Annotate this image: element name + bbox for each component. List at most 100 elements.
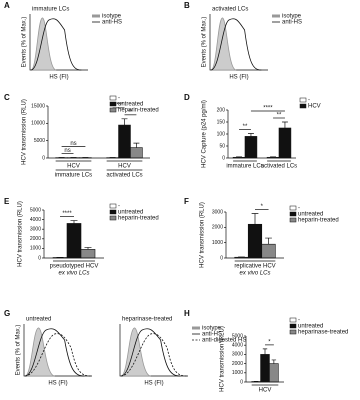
histogram-title: activated LCs <box>212 7 248 13</box>
bar <box>247 223 263 259</box>
legend-label: anti-HS <box>202 332 222 338</box>
x-axis-label: HS (FI) <box>144 381 163 387</box>
bar <box>118 124 131 159</box>
axis <box>209 14 268 71</box>
y-tick-label: 2000 <box>232 361 243 367</box>
group-label: HCV <box>118 164 131 170</box>
legend-swatch <box>109 101 117 107</box>
histogram-title: immature LCs <box>32 7 69 13</box>
bar <box>80 249 96 259</box>
bar <box>278 127 292 159</box>
y-tick-label: 10000 <box>31 121 45 127</box>
y-tick-label: 2000 <box>30 236 41 242</box>
histogram-title: untreated <box>26 317 51 323</box>
error-bar <box>133 142 140 148</box>
x-axis-label: HS (FI) <box>48 381 67 387</box>
y-tick-label: 3000 <box>232 352 243 358</box>
significance-label: ** <box>243 124 248 130</box>
legend-swatch <box>109 95 117 101</box>
y-tick-label: 2000 <box>212 225 223 231</box>
y-tick-label: 0 <box>38 255 41 261</box>
legend-label: heparin-treated <box>118 108 159 114</box>
error-bar <box>281 121 288 128</box>
x-axis-label: HS (FI) <box>49 75 68 81</box>
error-bar <box>265 237 272 245</box>
panel-letter: F <box>184 197 189 206</box>
y-tick-label: 0 <box>240 379 243 385</box>
y-tick-label: 4000 <box>30 217 41 223</box>
flow-curve <box>210 17 237 71</box>
legend-label: anti-HS <box>282 20 302 26</box>
legend-label: anti-HS <box>102 20 122 26</box>
y-axis-label: HCV Capture (p24 pg/ml) <box>202 100 208 168</box>
error-bar <box>70 220 78 224</box>
significance-label: ** <box>277 113 282 119</box>
y-tick-label: 0 <box>42 155 45 161</box>
legend-label: isotype <box>102 14 122 20</box>
y-axis-label: HCV transmission (RLU) <box>18 201 24 267</box>
legend-label: - <box>298 318 300 324</box>
flow-curve <box>30 18 82 71</box>
x-axis-label: ex vivo LCs <box>239 271 270 277</box>
significance-label: * <box>268 339 271 345</box>
group-label: HCV <box>67 164 80 170</box>
bar <box>269 363 279 383</box>
legend-swatch <box>109 215 117 221</box>
bar <box>260 354 270 383</box>
y-tick-label: 50 <box>219 143 225 149</box>
y-axis-label: Events (% of Max.) <box>16 325 22 376</box>
legend-swatch <box>289 217 297 223</box>
x-tick-label: activated LCs <box>261 164 297 170</box>
y-tick-label: 4000 <box>232 343 243 349</box>
x-axis-label: HS (FI) <box>229 75 248 81</box>
axis <box>29 14 88 71</box>
legend-label: heparin-treated <box>118 216 159 222</box>
y-tick-label: 15000 <box>31 103 45 109</box>
legend-label: - <box>298 206 300 212</box>
legend-label: - <box>308 98 310 104</box>
y-tick-label: 150 <box>217 119 226 125</box>
histogram-title: heparinase-treated <box>122 317 172 323</box>
flow-curve <box>30 17 57 71</box>
legend-label: untreated <box>118 210 143 216</box>
y-tick-label: 1000 <box>232 370 243 376</box>
flow-curve <box>120 327 151 377</box>
legend-label: - <box>118 204 120 210</box>
legend-label: - <box>118 96 120 102</box>
legend-label: untreated <box>118 102 143 108</box>
legend-label: untreated <box>298 212 323 218</box>
x-tick-label: activated LCs <box>106 173 142 179</box>
bar <box>130 147 143 159</box>
legend-label: HCV <box>308 104 321 110</box>
bar <box>66 223 82 259</box>
y-axis-label: HCV transmission (RLU) <box>200 202 206 268</box>
legend-label: heparinase-treated <box>298 330 348 336</box>
y-tick-label: 3000 <box>212 209 223 215</box>
panel-letter: D <box>184 93 190 102</box>
legend-swatch <box>289 329 297 335</box>
y-tick-label: 1000 <box>30 246 41 252</box>
panel-letter: B <box>184 1 190 10</box>
bar <box>244 136 258 159</box>
error-bar <box>262 348 268 355</box>
error-bar <box>247 133 254 137</box>
panel-letter: G <box>4 309 10 318</box>
x-axis-label: ex vivo LCs <box>58 271 89 277</box>
y-tick-label: 100 <box>217 131 226 137</box>
y-tick-label: 3000 <box>30 227 41 233</box>
legend-swatch <box>299 97 307 103</box>
y-axis-label: Events (% of Max.) <box>22 17 28 68</box>
x-tick-label: immature LCs <box>55 173 92 179</box>
legend-swatch <box>289 317 297 323</box>
x-tick-label: HCV <box>259 388 272 394</box>
significance-label: **** <box>263 106 273 112</box>
x-tick-label: replicative HCV <box>234 264 275 270</box>
flow-curve <box>120 328 181 377</box>
legend-swatch <box>289 211 297 217</box>
legend-swatch <box>109 107 117 113</box>
legend-label: untreated <box>298 324 323 330</box>
legend-label: anti-digested HS <box>202 338 246 344</box>
axis <box>23 324 92 377</box>
legend-swatch <box>299 103 307 109</box>
significance-label: ns <box>70 141 76 147</box>
